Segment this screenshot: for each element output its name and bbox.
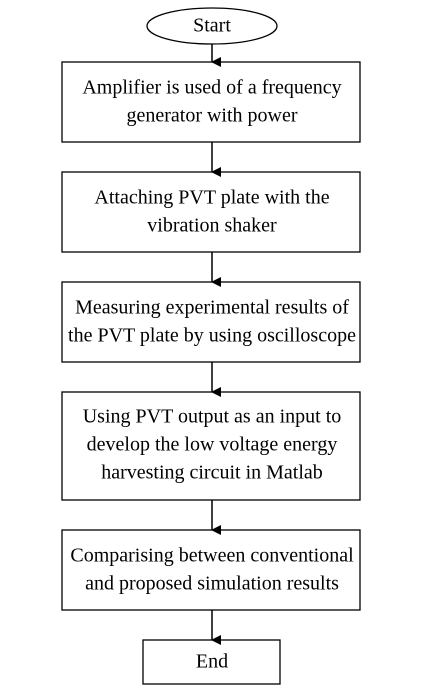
node-text: develop the low voltage energy	[87, 434, 338, 456]
node-text: Attaching PVT plate with the	[94, 187, 329, 209]
process-box	[61, 171, 361, 253]
process-box	[61, 281, 361, 363]
node-text: vibration shaker	[147, 215, 277, 237]
node-text: Start	[193, 15, 231, 37]
node-text: End	[196, 651, 228, 673]
process-box	[61, 61, 361, 143]
node-text: Amplifier is used of a frequency	[82, 77, 341, 99]
node-text: Measuring experimental results of	[75, 297, 349, 319]
node-text: Using PVT output as an input to	[83, 406, 342, 428]
node-text: the PVT plate by using oscilloscope	[68, 325, 356, 347]
node-text: and proposed simulation results	[85, 573, 339, 595]
process-box	[61, 391, 361, 501]
node-text: Comparising between conventional	[70, 545, 354, 567]
node-text: harvesting circuit in Matlab	[101, 462, 323, 484]
process-box	[61, 529, 361, 611]
node-text: generator with power	[126, 105, 297, 127]
